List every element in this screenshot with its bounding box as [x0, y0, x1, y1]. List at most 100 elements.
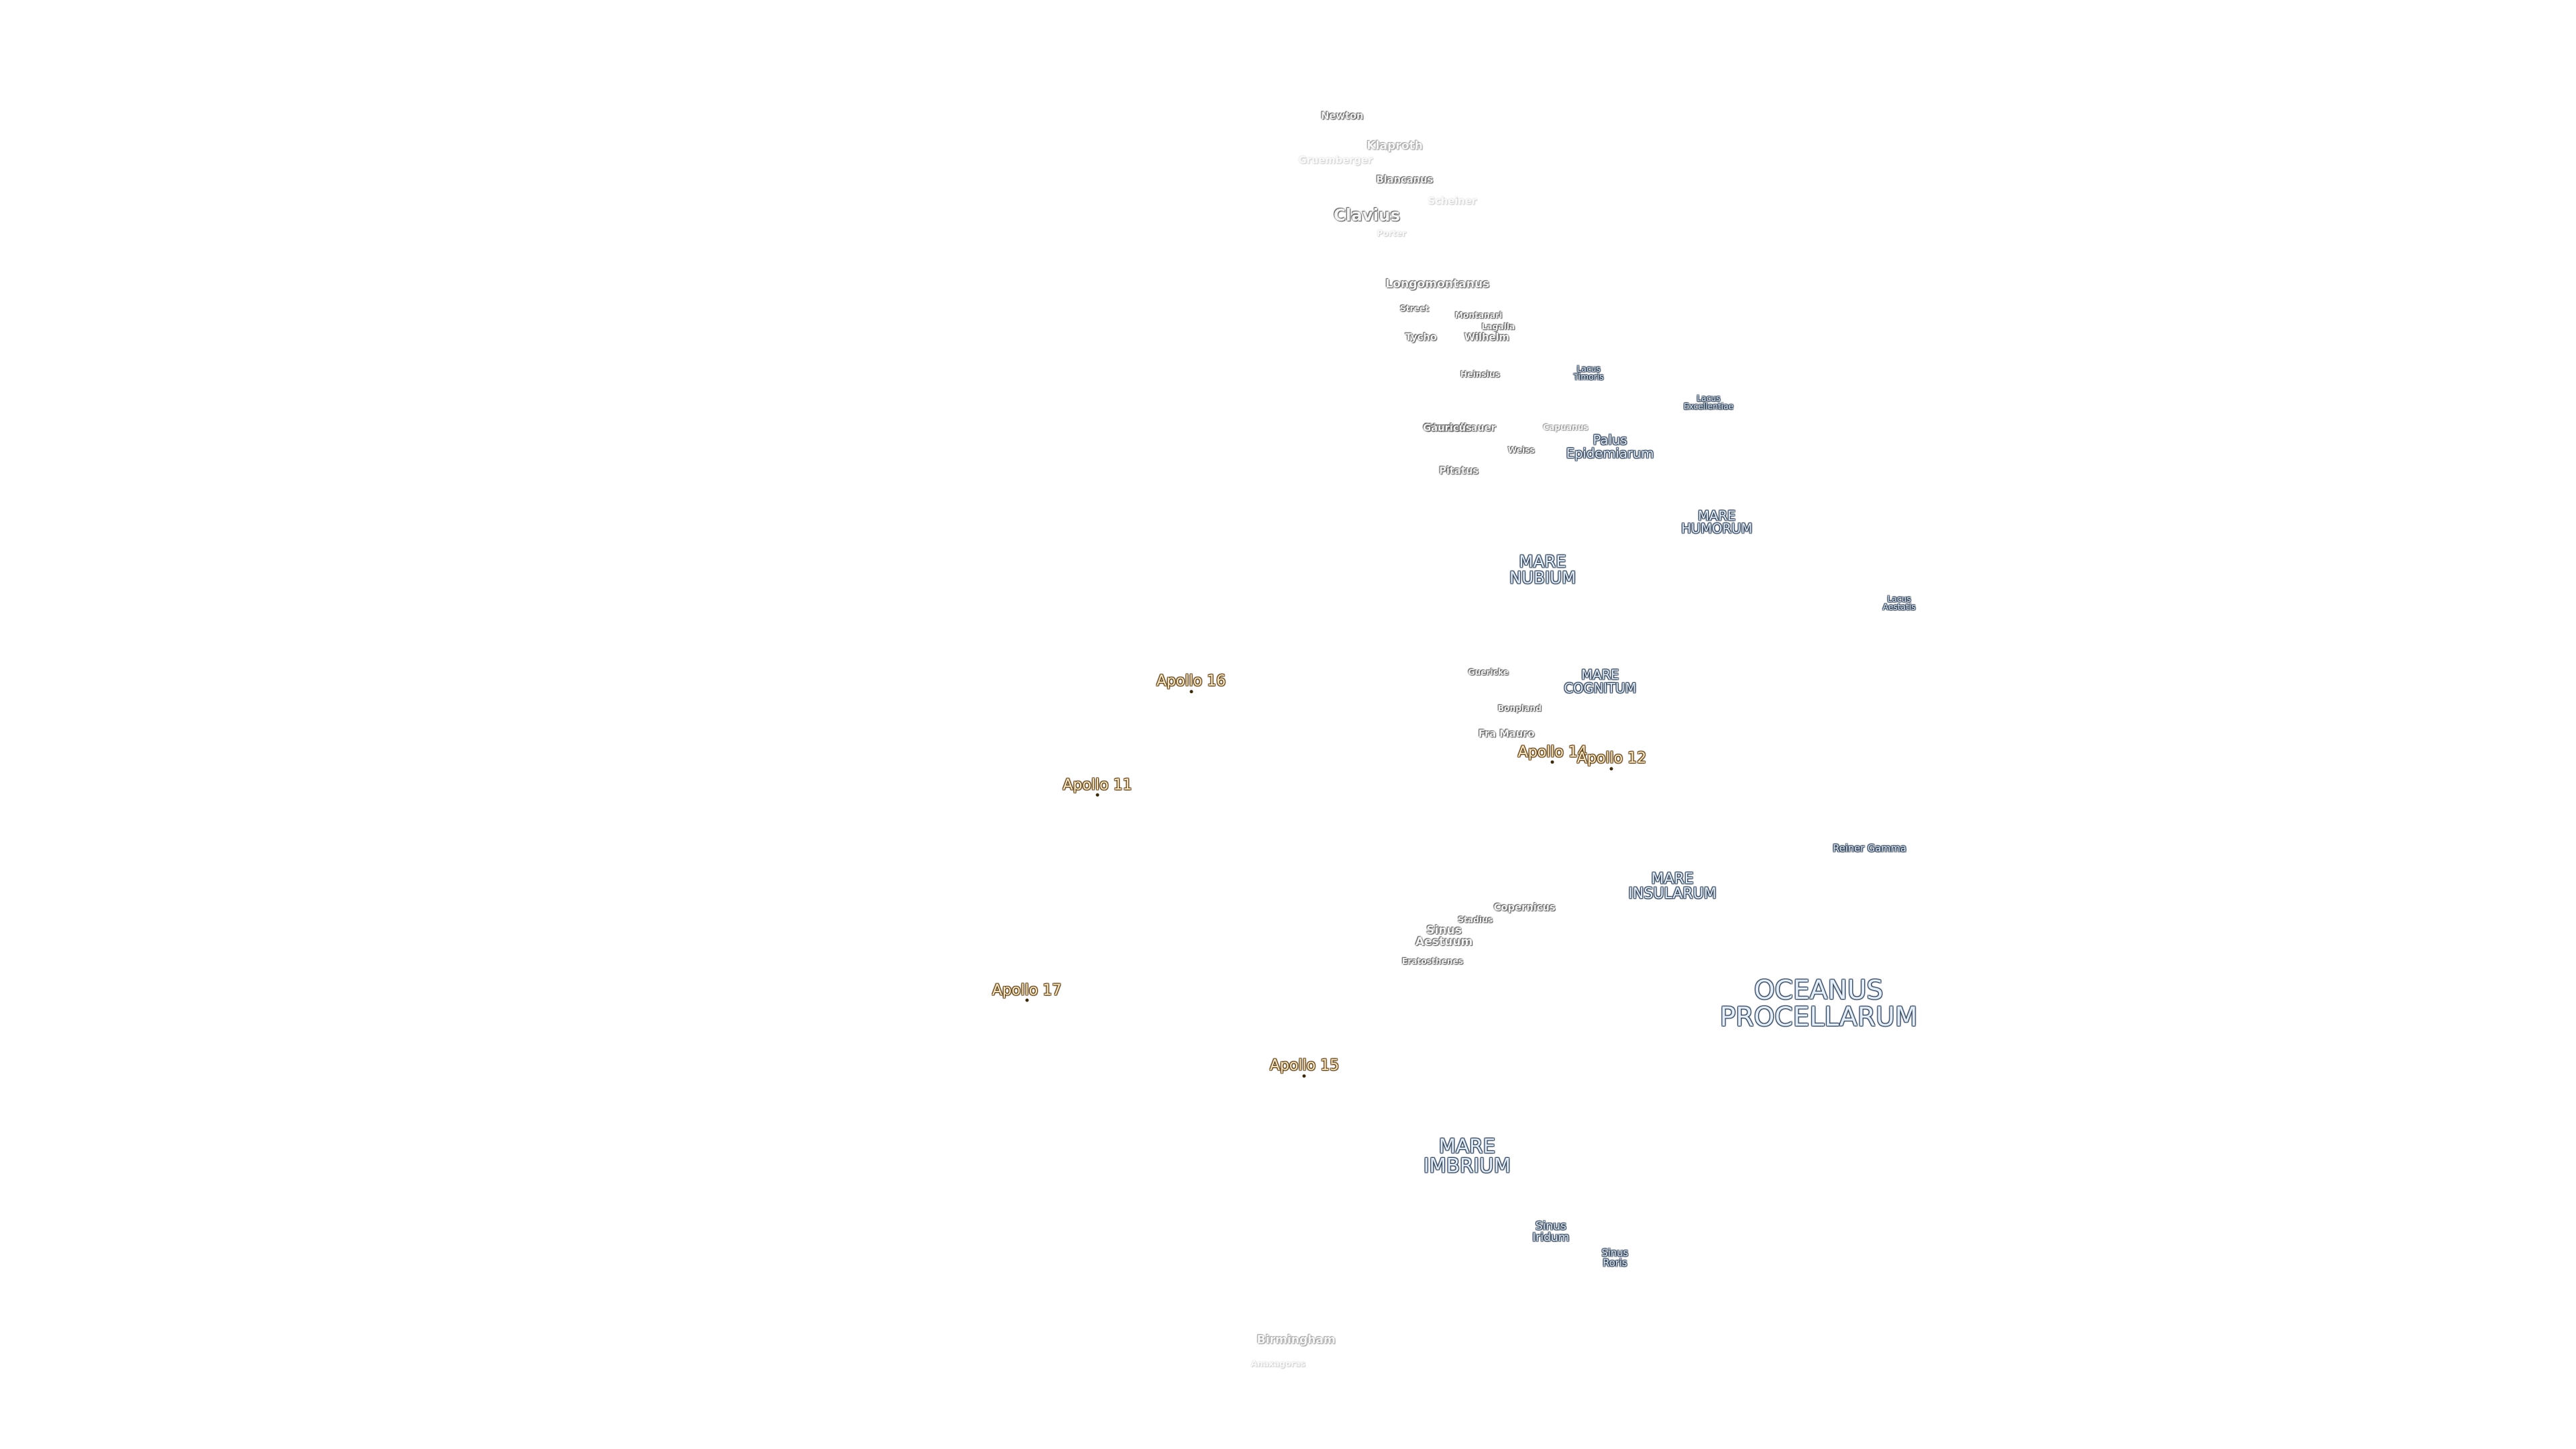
label-line: Street: [1399, 304, 1430, 314]
crater-label: Wilhelm: [1464, 333, 1509, 343]
label-line: Newton: [1321, 110, 1364, 122]
label-line: Birmingham: [1256, 1333, 1336, 1347]
label-line: OCEANUS: [1754, 975, 1884, 1006]
crater-label: Fra Mauro: [1479, 729, 1535, 739]
label-line: Palus: [1593, 432, 1627, 448]
crater-label: Eratosthenes: [1402, 957, 1463, 965]
crater-label: Porter: [1377, 229, 1406, 237]
landing-site-label: Apollo 16: [1157, 674, 1226, 689]
label-line: Clavius: [1333, 205, 1401, 225]
label-line: Gruemberger: [1298, 154, 1373, 166]
crater-label: Guericke: [1468, 667, 1509, 677]
label-line: Pitatus: [1439, 465, 1479, 477]
label-line: Apollo 14: [1517, 743, 1587, 761]
label-line: Eratosthenes: [1401, 956, 1464, 966]
label-line: Guericke: [1468, 667, 1509, 677]
label-line: Lacus: [1697, 393, 1721, 403]
label-line: Excellentiae: [1683, 402, 1734, 411]
region-label: Lacus Timoris: [1573, 364, 1604, 382]
label-line: Weiss: [1507, 445, 1535, 455]
label-line: PROCELLARUM: [1719, 1002, 1918, 1032]
region-label: MARE COGNITUM: [1564, 669, 1636, 695]
crater-label: Newton: [1321, 110, 1364, 122]
region-label: Sinus Iridum: [1532, 1219, 1569, 1244]
label-line: Bonpland: [1497, 703, 1542, 713]
label-line: Montanari: [1454, 311, 1503, 321]
crater-label: Stadius: [1458, 916, 1493, 924]
label-line: Apollo 15: [1269, 1057, 1340, 1075]
landing-site-marker: [1095, 793, 1099, 797]
crater-label: Copernicus: [1493, 902, 1556, 914]
label-line: HUMORUM: [1681, 521, 1753, 537]
landing-site-marker: [1189, 690, 1193, 694]
label-line: Capuanus: [1543, 422, 1589, 432]
region-label: Reiner Gamma: [1833, 843, 1907, 855]
label-line: Sinus: [1426, 923, 1462, 937]
crater-label: Klaproth: [1366, 140, 1423, 152]
label-line: INSULARUM: [1628, 885, 1717, 903]
crater-label: Bonpland: [1498, 704, 1542, 712]
label-line: Apollo 12: [1576, 750, 1647, 767]
crater-label: Longomontanus: [1385, 278, 1489, 290]
landing-site-marker: [1302, 1074, 1306, 1078]
label-line: Sinus: [1535, 1219, 1566, 1233]
label-line: MARE: [1438, 1134, 1496, 1158]
region-label: MARE IMBRIUM: [1423, 1134, 1511, 1178]
crater-label: Montanari: [1454, 311, 1503, 321]
crater-label: Weiss: [1507, 445, 1535, 455]
crater-label: Gruemberger: [1299, 156, 1373, 166]
crater-label: Lagalla: [1482, 323, 1515, 331]
label-line: MARE: [1651, 871, 1694, 888]
label-line: Timoris: [1573, 372, 1604, 382]
crater-label: Capuanus: [1543, 423, 1589, 431]
label-line: Fra Mauro: [1478, 728, 1535, 740]
label-line: Lacus: [1887, 594, 1911, 604]
label-line: Stadius: [1458, 915, 1493, 925]
label-line: Sinus: [1601, 1247, 1629, 1259]
label-line: NUBIUM: [1509, 568, 1576, 588]
label-line: Apollo 17: [991, 981, 1062, 999]
landing-site-label: Apollo 17: [992, 983, 1061, 998]
landing-site-label: Apollo 11: [1063, 776, 1132, 794]
label-line: Lacus: [1576, 364, 1601, 374]
label-line: Aestuum: [1415, 934, 1473, 949]
label-line: Wilhelm: [1464, 332, 1509, 344]
region-label: Palus Epidemiarum: [1566, 432, 1654, 462]
label-line: Roris: [1603, 1256, 1627, 1269]
label-line: Scheiner: [1428, 195, 1477, 207]
label-line: Tycho: [1405, 332, 1437, 344]
landing-site-marker: [1609, 767, 1613, 771]
crater-label: Wurzelbauer: [1425, 422, 1496, 434]
crater-label: Birmingham: [1256, 1333, 1336, 1347]
region-label: Lacus Aestatis: [1882, 594, 1916, 612]
label-line: Copernicus: [1493, 902, 1556, 914]
landing-site-label: Apollo 12: [1577, 751, 1646, 766]
region-label: MARE NUBIUM: [1509, 553, 1576, 586]
crater-label: Sinus Aestuum: [1415, 923, 1473, 949]
crater-label: Street: [1400, 305, 1429, 313]
label-line: Heinsius: [1460, 370, 1500, 380]
label-line: Lagalla: [1481, 322, 1515, 332]
label-line: Wurzelbauer: [1425, 422, 1496, 434]
label-line: Aestatis: [1882, 602, 1916, 612]
label-line: MARE: [1519, 551, 1566, 572]
label-line: Reiner Gamma: [1833, 843, 1907, 855]
landing-site-marker: [1550, 760, 1554, 764]
label-line: IMBRIUM: [1423, 1155, 1511, 1178]
label-line: MARE: [1581, 667, 1619, 683]
label-line: Epidemiarum: [1566, 445, 1654, 462]
label-line: Blancanus: [1376, 174, 1434, 186]
landing-site-label: Apollo 14: [1518, 745, 1587, 760]
landing-site-label: Apollo 15: [1270, 1059, 1339, 1073]
crater-label: Tycho: [1405, 333, 1437, 343]
label-line: Apollo 11: [1063, 776, 1132, 794]
label-line: Klaproth: [1366, 139, 1423, 153]
crater-label: Heinsius: [1460, 370, 1500, 380]
crater-label: Blancanus: [1376, 174, 1434, 186]
label-line: Gauricus: [1423, 422, 1472, 434]
region-label: MARE INSULARUM: [1628, 872, 1716, 902]
crater-label: Pitatus: [1439, 465, 1479, 477]
label-line: Porter: [1377, 228, 1407, 238]
label-line: MARE: [1698, 508, 1736, 524]
